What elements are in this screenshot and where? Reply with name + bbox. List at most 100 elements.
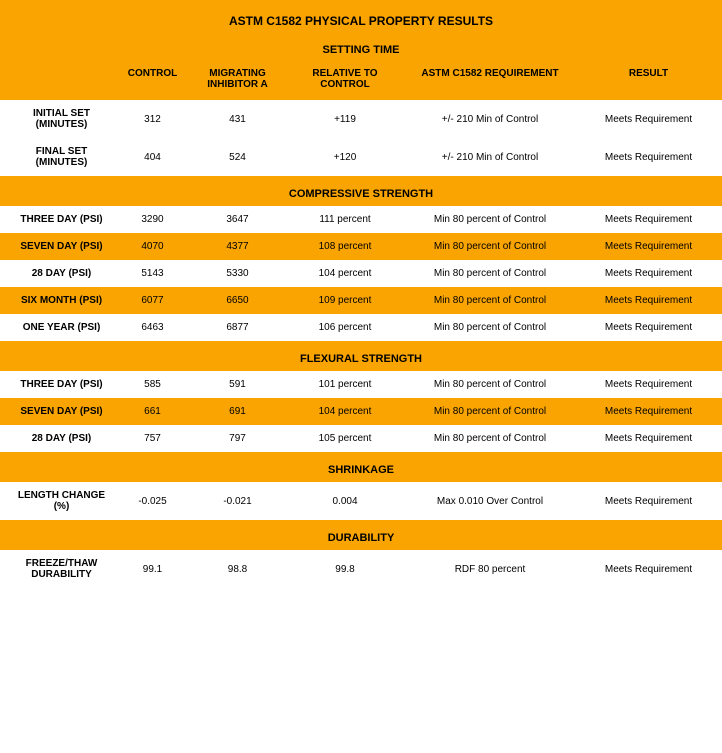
cell-result: Meets Requirement xyxy=(575,206,722,233)
cell-control: 3290 xyxy=(115,206,190,233)
cell-result: Meets Requirement xyxy=(575,550,722,588)
section-header: SHRINKAGE xyxy=(0,452,722,482)
cell-result: Meets Requirement xyxy=(575,138,722,176)
table-row: FREEZE/THAW DURABILITY99.198.899.8RDF 80… xyxy=(0,550,722,588)
cell-requirement: Min 80 percent of Control xyxy=(405,425,575,452)
cell-requirement: Min 80 percent of Control xyxy=(405,206,575,233)
cell-result: Meets Requirement xyxy=(575,371,722,398)
section-header: COMPRESSIVE STRENGTH xyxy=(0,176,722,206)
cell-control: 99.1 xyxy=(115,550,190,588)
cell-requirement: Min 80 percent of Control xyxy=(405,260,575,287)
cell-inhibitor: 591 xyxy=(190,371,285,398)
section-header: DURABILITY xyxy=(0,520,722,550)
cell-requirement: RDF 80 percent xyxy=(405,550,575,588)
row-label: FREEZE/THAW DURABILITY xyxy=(0,550,115,588)
cell-relative: 109 percent xyxy=(285,287,405,314)
cell-requirement: Min 80 percent of Control xyxy=(405,314,575,341)
cell-control: 404 xyxy=(115,138,190,176)
table-row: SEVEN DAY (PSI)661691104 percentMin 80 p… xyxy=(0,398,722,425)
cell-inhibitor: 431 xyxy=(190,100,285,138)
row-label: SEVEN DAY (PSI) xyxy=(0,233,115,260)
table-row: INITIAL SET (MINUTES)312431+119+/- 210 M… xyxy=(0,100,722,138)
cell-control: 6463 xyxy=(115,314,190,341)
cell-result: Meets Requirement xyxy=(575,233,722,260)
cell-control: -0.025 xyxy=(115,482,190,520)
cell-inhibitor: 5330 xyxy=(190,260,285,287)
col-relative: RELATIVE TO CONTROL xyxy=(285,62,405,100)
cell-result: Meets Requirement xyxy=(575,425,722,452)
cell-control: 661 xyxy=(115,398,190,425)
cell-relative: +120 xyxy=(285,138,405,176)
col-inhibitor: MIGRATING INHIBITOR A xyxy=(190,62,285,100)
section-name: SHRINKAGE xyxy=(0,452,722,482)
cell-requirement: Min 80 percent of Control xyxy=(405,398,575,425)
table-row: LENGTH CHANGE (%)-0.025-0.0210.004Max 0.… xyxy=(0,482,722,520)
cell-requirement: Min 80 percent of Control xyxy=(405,371,575,398)
cell-relative: 106 percent xyxy=(285,314,405,341)
section-name: SETTING TIME xyxy=(0,32,722,62)
table-row: 28 DAY (PSI)51435330104 percentMin 80 pe… xyxy=(0,260,722,287)
cell-relative: 104 percent xyxy=(285,398,405,425)
cell-inhibitor: 524 xyxy=(190,138,285,176)
section-header: SETTING TIME xyxy=(0,32,722,62)
row-label: SIX MONTH (PSI) xyxy=(0,287,115,314)
cell-inhibitor: -0.021 xyxy=(190,482,285,520)
row-label: LENGTH CHANGE (%) xyxy=(0,482,115,520)
row-label: 28 DAY (PSI) xyxy=(0,425,115,452)
row-label: INITIAL SET (MINUTES) xyxy=(0,100,115,138)
table-row: SEVEN DAY (PSI)40704377108 percentMin 80… xyxy=(0,233,722,260)
table-row: SIX MONTH (PSI)60776650109 percentMin 80… xyxy=(0,287,722,314)
column-headers: CONTROLMIGRATING INHIBITOR ARELATIVE TO … xyxy=(0,62,722,100)
row-label: SEVEN DAY (PSI) xyxy=(0,398,115,425)
table-row: ONE YEAR (PSI)64636877106 percentMin 80 … xyxy=(0,314,722,341)
cell-requirement: Min 80 percent of Control xyxy=(405,233,575,260)
col-result: RESULT xyxy=(575,62,722,100)
cell-control: 5143 xyxy=(115,260,190,287)
cell-inhibitor: 797 xyxy=(190,425,285,452)
section-name: COMPRESSIVE STRENGTH xyxy=(0,176,722,206)
cell-result: Meets Requirement xyxy=(575,398,722,425)
cell-control: 757 xyxy=(115,425,190,452)
cell-relative: 0.004 xyxy=(285,482,405,520)
cell-control: 4070 xyxy=(115,233,190,260)
cell-control: 585 xyxy=(115,371,190,398)
cell-result: Meets Requirement xyxy=(575,482,722,520)
table-title-row: ASTM C1582 PHYSICAL PROPERTY RESULTS xyxy=(0,0,722,32)
section-header: FLEXURAL STRENGTH xyxy=(0,341,722,371)
cell-relative: 105 percent xyxy=(285,425,405,452)
row-label: ONE YEAR (PSI) xyxy=(0,314,115,341)
section-name: FLEXURAL STRENGTH xyxy=(0,341,722,371)
cell-result: Meets Requirement xyxy=(575,260,722,287)
cell-relative: 111 percent xyxy=(285,206,405,233)
table-row: THREE DAY (PSI)32903647111 percentMin 80… xyxy=(0,206,722,233)
row-label: THREE DAY (PSI) xyxy=(0,371,115,398)
table-row: 28 DAY (PSI)757797105 percentMin 80 perc… xyxy=(0,425,722,452)
results-table: ASTM C1582 PHYSICAL PROPERTY RESULTSSETT… xyxy=(0,0,722,588)
cell-inhibitor: 98.8 xyxy=(190,550,285,588)
cell-inhibitor: 3647 xyxy=(190,206,285,233)
cell-inhibitor: 691 xyxy=(190,398,285,425)
col-requirement: ASTM C1582 REQUIREMENT xyxy=(405,62,575,100)
cell-control: 6077 xyxy=(115,287,190,314)
cell-relative: +119 xyxy=(285,100,405,138)
row-label: THREE DAY (PSI) xyxy=(0,206,115,233)
cell-relative: 101 percent xyxy=(285,371,405,398)
cell-result: Meets Requirement xyxy=(575,100,722,138)
col-control: CONTROL xyxy=(115,62,190,100)
table-row: FINAL SET (MINUTES)404524+120+/- 210 Min… xyxy=(0,138,722,176)
row-label: FINAL SET (MINUTES) xyxy=(0,138,115,176)
cell-requirement: Min 80 percent of Control xyxy=(405,287,575,314)
cell-requirement: +/- 210 Min of Control xyxy=(405,100,575,138)
table-row: THREE DAY (PSI)585591101 percentMin 80 p… xyxy=(0,371,722,398)
table-title: ASTM C1582 PHYSICAL PROPERTY RESULTS xyxy=(0,0,722,32)
cell-requirement: +/- 210 Min of Control xyxy=(405,138,575,176)
cell-result: Meets Requirement xyxy=(575,287,722,314)
cell-inhibitor: 4377 xyxy=(190,233,285,260)
section-name: DURABILITY xyxy=(0,520,722,550)
cell-inhibitor: 6877 xyxy=(190,314,285,341)
cell-relative: 99.8 xyxy=(285,550,405,588)
cell-control: 312 xyxy=(115,100,190,138)
cell-relative: 104 percent xyxy=(285,260,405,287)
col-blank xyxy=(0,62,115,100)
cell-requirement: Max 0.010 Over Control xyxy=(405,482,575,520)
